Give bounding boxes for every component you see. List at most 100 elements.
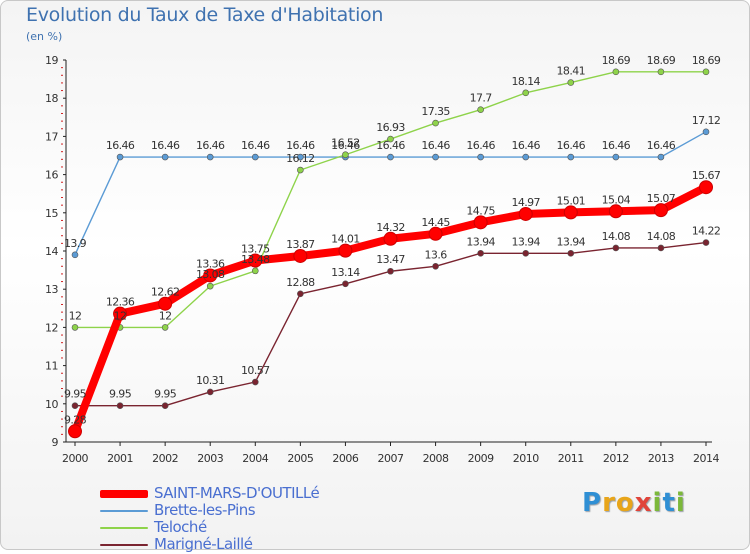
logo-letter: t [662,488,676,518]
x-tick-label: 2014 [693,452,719,465]
data-point [297,166,304,174]
data-label: 13.9 [64,237,87,250]
logo-letter: i [675,488,686,518]
data-point [522,249,530,257]
data-point [338,243,353,258]
data-label: 9.28 [64,413,87,426]
data-point [608,204,623,219]
data-point [71,251,79,259]
data-point [702,68,710,76]
data-label: 17.35 [421,105,450,118]
data-label: 16.46 [421,139,450,152]
y-tick-label: 12 [45,321,58,334]
data-point [432,119,439,127]
data-label: 15.07 [647,192,676,205]
proxiti-logo: Proxiti [582,488,686,518]
data-label: 15.04 [602,193,631,206]
data-point [477,249,484,257]
data-point [699,180,713,195]
data-point [567,153,575,161]
legend-label: Brette-les-Pins [154,501,256,519]
data-point [297,290,304,298]
data-label: 13.08 [196,268,225,281]
data-point [251,153,259,161]
data-point [612,68,620,76]
data-label: 14.97 [511,196,540,209]
data-label: 14.22 [692,225,721,238]
y-tick-label: 13 [45,283,58,296]
data-label: 13.94 [557,235,586,248]
data-point [116,402,124,410]
data-point [653,203,668,218]
y-tick-label: 15 [45,207,58,220]
x-tick-label: 2000 [62,452,88,465]
data-point [657,153,665,161]
data-label: 13.94 [466,235,495,248]
y-unit-label: (en %) [26,30,63,43]
data-point [657,68,665,76]
y-tick-label: 17 [45,130,58,143]
data-point [248,253,263,268]
data-label: 15.67 [692,169,721,182]
data-label: 18.14 [511,75,540,88]
data-label: 12 [159,309,172,322]
legend-swatch [100,527,148,529]
data-label: 13.36 [196,257,225,270]
data-point [293,248,308,263]
data-label: 13.6 [425,248,448,261]
data-point [68,424,82,439]
x-tick-label: 2008 [423,452,449,465]
data-point [477,106,484,113]
data-label: 17.12 [692,114,721,127]
data-point [612,153,620,161]
data-label: 16.93 [376,121,405,134]
data-label: 16.46 [466,139,495,152]
x-tick-label: 2004 [242,452,268,465]
logo-letter: i [652,488,663,518]
data-point [251,378,259,386]
data-label: 16.46 [286,139,315,152]
data-point [383,231,398,246]
data-label: 13.87 [286,238,315,251]
data-label: 16.46 [151,139,180,152]
y-tick-label: 9 [52,436,59,449]
data-label: 18.69 [692,54,721,67]
data-point [297,153,304,161]
data-point [71,324,79,331]
legend-label: Teloché [154,518,207,536]
y-tick-label: 16 [45,169,58,182]
x-tick-label: 2005 [287,452,313,465]
data-label: 10.31 [196,374,225,387]
data-label: 12.62 [151,286,180,299]
logo-letter: o [615,488,635,518]
y-tick-label: 19 [45,54,58,67]
legend-swatch [100,490,148,498]
data-point [116,153,124,161]
data-point [522,89,530,97]
data-point [432,262,439,270]
logo-letter: x [634,488,653,518]
logo-letter: r [602,488,616,518]
data-label: 15.01 [557,194,586,207]
data-point [567,249,575,257]
data-point [563,205,578,220]
data-point [342,280,349,288]
data-label: 17.7 [470,92,493,105]
data-point [518,206,533,221]
y-tick-label: 14 [45,245,58,258]
x-tick-label: 2002 [152,452,178,465]
y-tick-label: 10 [45,398,58,411]
x-tick-label: 2012 [603,452,629,465]
data-label: 16.46 [106,139,135,152]
data-label: 16.46 [196,139,225,152]
data-label: 18.69 [647,54,676,67]
y-tick-label: 18 [45,92,58,105]
legend-label: Marigné-Laillé [154,535,253,553]
x-tick-label: 2011 [558,452,584,465]
data-label: 16.46 [602,139,631,152]
data-point [657,244,665,252]
data-point [428,226,443,241]
data-point [473,215,488,230]
data-point [387,135,394,143]
data-label: 13.75 [241,243,270,256]
